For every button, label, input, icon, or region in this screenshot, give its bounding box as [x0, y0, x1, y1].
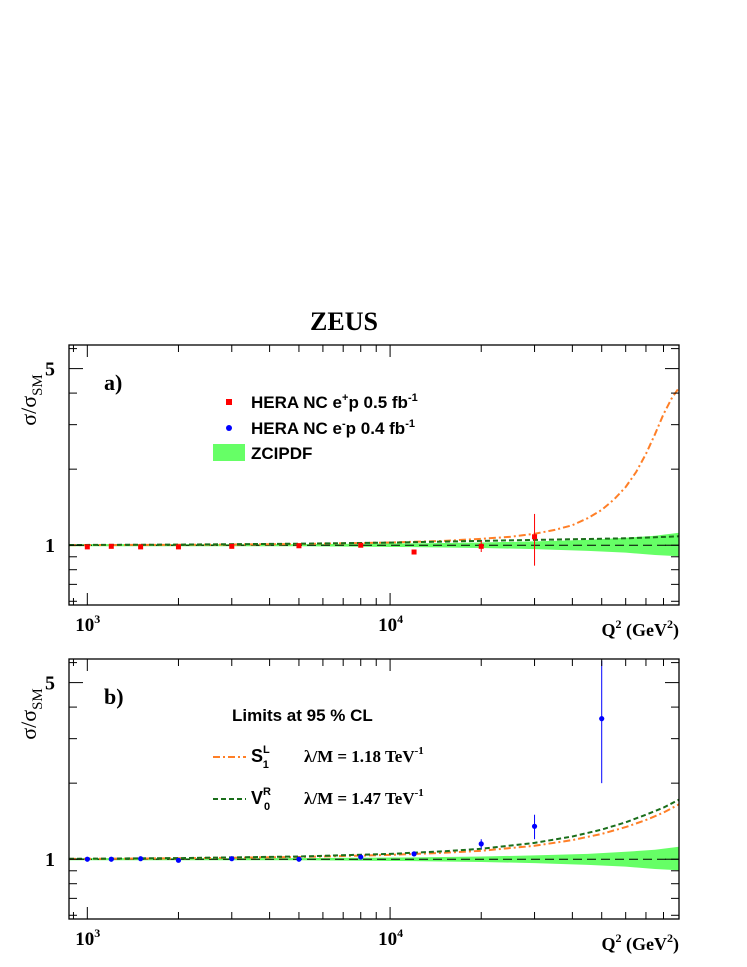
- panel-label: b): [104, 684, 124, 709]
- data-point: [138, 544, 144, 550]
- curve-v0r: [69, 798, 679, 860]
- plot-frame: [68, 344, 680, 606]
- x-tick-label: 103: [75, 926, 100, 950]
- legend: Limits at 95 % CL SL 1 λ/M = 1.18 TeV-1 VR 0 λ…: [213, 706, 424, 813]
- data-point: [229, 543, 235, 549]
- x-tick-label: 104: [378, 926, 403, 950]
- data-point: [532, 534, 538, 540]
- y-tick-label: 5: [45, 673, 55, 695]
- data-point: [478, 841, 484, 847]
- data-point: [296, 856, 302, 862]
- legend-symbol: VR 0: [251, 786, 271, 813]
- data-point: [138, 856, 144, 862]
- x-tick-label: 103: [75, 612, 100, 636]
- data-point: [358, 854, 364, 860]
- legend-entry-text: HERA NC e+p 0.5 fb-1: [251, 392, 418, 412]
- zcipdf-band: [69, 532, 679, 557]
- legend-title: Limits at 95 % CL: [232, 706, 373, 725]
- data-point: [175, 544, 181, 550]
- data-point: [108, 856, 114, 862]
- legend-entry-text: HERA NC e-p 0.4 fb-1: [251, 418, 415, 438]
- data-point: [599, 716, 605, 722]
- panel-b-chart: 103 104 1 5σ/σSM Q2 (GeV2) b) Limits at 95 % C…: [16, 658, 680, 955]
- panel-a-chart: 103 104 1 5σ/σSM Q2 (GeV2) a) HERA NC e+p 0.5 …: [16, 344, 680, 641]
- legend-value: λ/M = 1.47 TeV-1: [304, 787, 424, 808]
- x-axis-label: Q2 (GeV2): [602, 617, 680, 641]
- data-point: [478, 543, 484, 549]
- curve-s1l: [69, 803, 679, 860]
- data-point: [531, 823, 538, 829]
- y-axis-label: σ/σSM: [16, 374, 46, 426]
- data-point: [229, 856, 235, 862]
- y-tick-label: 1: [45, 535, 55, 557]
- legend-symbol: SL 1: [251, 744, 270, 771]
- y-tick-label: 5: [45, 359, 55, 381]
- zcipdf-band: [69, 846, 679, 871]
- curve-v0r: [69, 535, 679, 546]
- data-point: [108, 543, 114, 549]
- legend-value: λ/M = 1.18 TeV-1: [304, 745, 424, 766]
- panel-label: a): [104, 370, 122, 395]
- plot-area: [69, 660, 679, 871]
- legend-entry-text: ZCIPDF: [251, 444, 312, 463]
- x-tick-label: 104: [378, 612, 403, 636]
- x-axis-label: Q2 (GeV2): [602, 931, 680, 955]
- data-point: [84, 544, 90, 550]
- legend: HERA NC e+p 0.5 fb-1 HERA NC e-p 0.4 fb-1…: [213, 392, 418, 463]
- legend-marker: [226, 399, 232, 405]
- legend-marker: [226, 425, 232, 431]
- data-point: [411, 851, 417, 857]
- figure-title: ZEUS: [310, 307, 378, 336]
- data-point: [358, 542, 364, 548]
- data-point: [411, 549, 417, 555]
- y-tick-label: 1: [45, 849, 55, 871]
- data-point: [296, 543, 302, 549]
- data-point: [175, 857, 182, 863]
- plot-frame: [68, 658, 680, 920]
- data-point: [84, 856, 90, 862]
- legend-band-swatch: [213, 444, 245, 461]
- plot-area: [69, 387, 679, 566]
- y-axis-label: σ/σSM: [16, 688, 46, 740]
